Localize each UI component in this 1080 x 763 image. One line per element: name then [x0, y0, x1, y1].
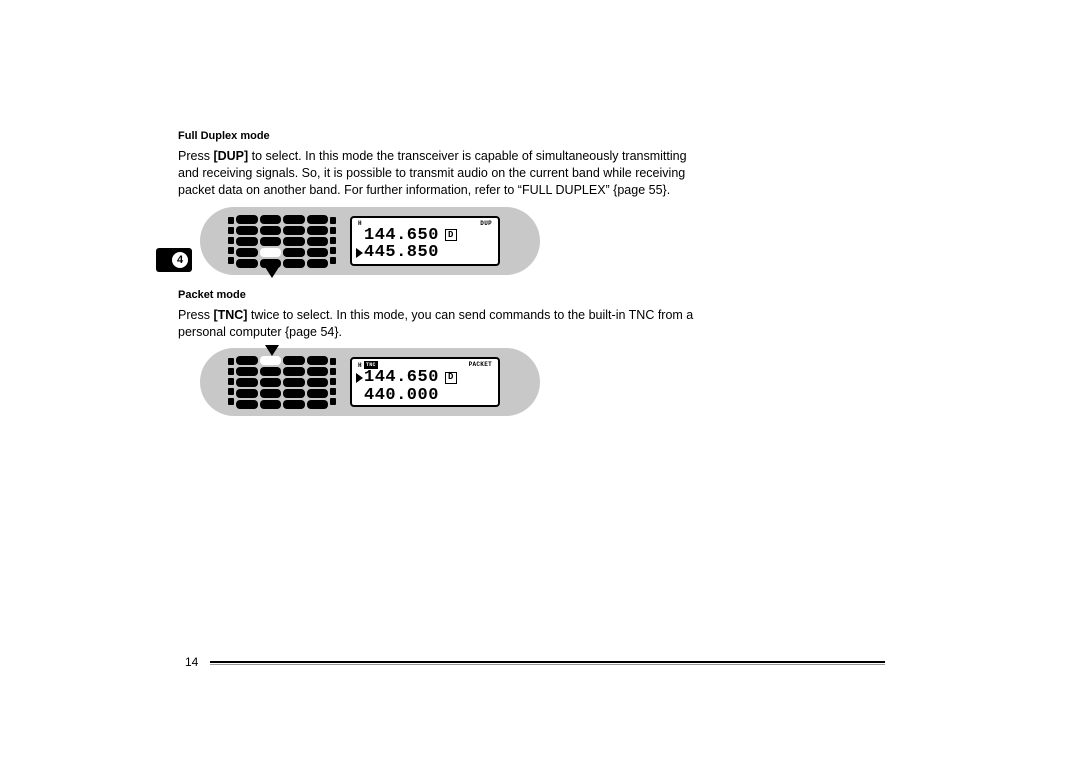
- d-indicator-box: D: [445, 372, 457, 384]
- arrow-down-icon: [265, 267, 279, 278]
- arrow-down-icon: [265, 345, 279, 356]
- lcd-freq1-value: 144.650: [364, 369, 439, 386]
- dup-key-highlight: [260, 248, 282, 257]
- text-press2: Press: [178, 308, 213, 322]
- lcd-packet-indicator: PACKET: [469, 361, 492, 369]
- lcd-screen-duplex: H DUP 144.650 D 445.850: [350, 216, 500, 266]
- lcd-hi-indicator: H: [358, 220, 362, 227]
- keypad-graphic: [236, 356, 328, 408]
- section1-body: Press [DUP] to select. In this mode the …: [178, 148, 698, 199]
- page-footer: 14: [185, 655, 885, 669]
- pointer-icon: [356, 230, 363, 240]
- keypad-right-edge: [330, 358, 336, 405]
- pointer-icon: [356, 390, 363, 400]
- keypad-right-edge: [330, 217, 336, 264]
- chapter-tab: 4: [156, 248, 192, 272]
- d-indicator-box: D: [445, 229, 457, 241]
- lcd-freq1-value: 144.650: [364, 227, 439, 244]
- text-press: Press: [178, 149, 213, 163]
- lcd-freq2-value: 445.850: [364, 244, 439, 261]
- keypad-left-edge: [228, 358, 234, 405]
- manual-page: 4 Full Duplex mode Press [DUP] to select…: [178, 130, 698, 430]
- lcd-dup-indicator: DUP: [480, 220, 492, 227]
- lcd-screen-packet: H TNC PACKET 144.650 D 440.000: [350, 357, 500, 407]
- lcd-freq-line2: 440.000: [356, 387, 494, 404]
- lcd-freq2-value: 440.000: [364, 387, 439, 404]
- section-heading-full-duplex: Full Duplex mode: [178, 130, 698, 142]
- lcd-freq-line1: 144.650 D: [356, 369, 494, 386]
- section1-text: to select. In this mode the transceiver …: [178, 149, 687, 197]
- dup-key-label: [DUP]: [213, 149, 248, 163]
- lcd-illustration-packet: H TNC PACKET 144.650 D 440.000: [200, 348, 540, 416]
- keypad-left-edge: [228, 217, 234, 264]
- section2-text: twice to select. In this mode, you can s…: [178, 308, 693, 339]
- section2-body: Press [TNC] twice to select. In this mod…: [178, 307, 698, 341]
- pointer-icon: [356, 373, 363, 383]
- lcd-illustration-duplex: H DUP 144.650 D 445.850: [200, 207, 540, 275]
- tnc-key-label: [TNC]: [213, 308, 247, 322]
- footer-rule: [210, 661, 885, 663]
- keypad-graphic: [236, 215, 328, 267]
- chapter-number-badge: 4: [172, 252, 188, 268]
- lcd-freq-line2: 445.850: [356, 244, 494, 261]
- section-heading-packet: Packet mode: [178, 289, 698, 301]
- lcd-freq-line1: 144.650 D: [356, 227, 494, 244]
- page-number: 14: [185, 655, 198, 669]
- pointer-icon: [356, 248, 363, 258]
- tnc-key-highlight: [260, 356, 282, 365]
